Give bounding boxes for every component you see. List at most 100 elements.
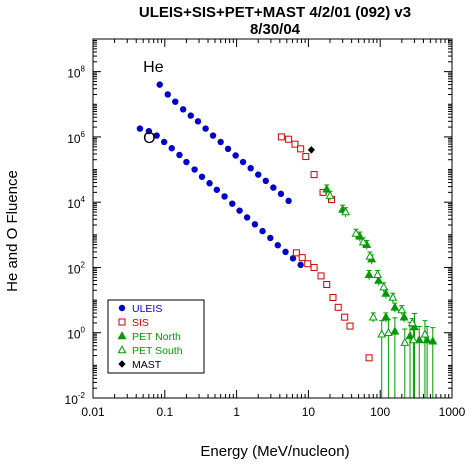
pet-north-point xyxy=(390,302,400,311)
pet-south-point xyxy=(388,292,398,301)
sis-point xyxy=(323,281,331,289)
x-tick-label: 10 xyxy=(302,405,316,419)
uleis-point xyxy=(267,234,274,242)
sis-point xyxy=(334,303,342,311)
uleis-point xyxy=(213,186,221,193)
legend-entry-pet-north: PET North xyxy=(132,331,181,343)
sis-point xyxy=(310,171,318,179)
uleis-point xyxy=(217,138,224,146)
axis-ticks-layer: 0.01 0.1 1 10 100 1000 10-2 100 102 104 106 108 xyxy=(65,39,466,419)
uleis-point xyxy=(297,261,304,269)
pet-south-point xyxy=(397,305,407,314)
legend-marker-uleis xyxy=(118,304,126,312)
pet-south-point xyxy=(365,251,375,260)
pet-north-point xyxy=(381,288,391,297)
legend-entry-pet-south: PET South xyxy=(132,345,183,357)
uleis-point xyxy=(153,132,160,139)
y-tick-label: 100 xyxy=(67,326,85,342)
uleis-point xyxy=(191,166,198,173)
uleis-point xyxy=(251,221,259,228)
pet-south-point xyxy=(379,282,389,291)
legend-entry-sis: SIS xyxy=(132,317,149,329)
uleis-point xyxy=(206,180,213,187)
uleis-point xyxy=(274,242,282,249)
sis-point xyxy=(329,294,337,302)
y-axis-label: He and O Fluence xyxy=(4,170,21,292)
sis-point xyxy=(317,272,325,280)
data-points-layer xyxy=(136,81,438,398)
uleis-point xyxy=(277,190,285,198)
pet-south-point xyxy=(373,269,383,278)
uleis-point xyxy=(285,197,292,205)
x-tick-label: 0.1 xyxy=(156,405,173,419)
chart-subtitle: 8/30/04 xyxy=(250,21,301,38)
pet-north-point xyxy=(405,331,415,340)
uleis-point xyxy=(194,118,202,125)
uleis-point xyxy=(176,151,183,159)
series-label-o: O xyxy=(143,130,155,147)
uleis-point xyxy=(136,125,144,132)
pet-south-point xyxy=(420,329,430,338)
uleis-point xyxy=(247,164,254,172)
pet-north-point xyxy=(399,312,409,321)
pet-south-point xyxy=(400,337,410,346)
sis-point xyxy=(298,254,306,262)
sis-point xyxy=(346,322,354,330)
pet-south-point xyxy=(368,312,378,321)
y-tick-label: 108 xyxy=(67,65,85,81)
pet-south-point xyxy=(383,327,393,337)
pet-north-point xyxy=(322,184,332,193)
pet-north-point xyxy=(414,335,424,344)
uleis-point xyxy=(289,255,297,262)
legend-entry-uleis: ULEIS xyxy=(132,303,162,315)
uleis-point xyxy=(262,177,269,185)
sis-point xyxy=(277,133,285,141)
uleis-point xyxy=(282,248,289,256)
pet-south-point xyxy=(351,228,361,237)
sis-point xyxy=(365,354,373,362)
pet-south-point xyxy=(408,335,418,344)
uleis-point xyxy=(164,91,171,98)
y-tick-label: 106 xyxy=(67,130,85,146)
pet-north-point xyxy=(374,275,384,284)
x-tick-label: 0.01 xyxy=(81,405,105,419)
pet-north-point xyxy=(428,336,438,345)
legend-marker-pet-south xyxy=(117,345,127,354)
sis-point xyxy=(310,263,318,271)
pet-south-point xyxy=(358,237,368,246)
uleis-point xyxy=(236,207,243,214)
plot-frame xyxy=(92,38,453,399)
uleis-point xyxy=(224,145,232,153)
uleis-point xyxy=(243,214,251,221)
x-tick-label: 1 xyxy=(233,405,240,419)
pet-south-point xyxy=(407,318,417,327)
legend: ULEIS SIS PET North PET South MAST xyxy=(107,299,205,374)
uleis-point xyxy=(198,173,206,180)
pet-south-point xyxy=(377,329,387,338)
uleis-point xyxy=(168,145,175,152)
pet-north-point xyxy=(364,269,374,278)
uleis-point xyxy=(179,106,187,113)
uleis-point xyxy=(202,125,209,132)
legend-marker-pet-north xyxy=(117,331,127,340)
pet-north-point xyxy=(390,326,400,335)
uleis-point xyxy=(160,138,168,146)
uleis-point xyxy=(221,193,228,200)
pet-south-point xyxy=(341,207,351,216)
uleis-point xyxy=(172,98,179,105)
uleis-point xyxy=(239,158,247,166)
uleis-point xyxy=(259,227,266,235)
uleis-point xyxy=(270,184,277,191)
uleis-point xyxy=(145,127,153,135)
legend-entry-mast: MAST xyxy=(132,359,162,371)
uleis-point xyxy=(156,81,163,88)
pet-south-point xyxy=(325,190,335,199)
uleis-point xyxy=(209,132,217,139)
sis-point xyxy=(292,249,300,257)
sis-point xyxy=(285,135,293,143)
legend-marker-sis xyxy=(118,318,126,326)
y-tick-label: 102 xyxy=(67,260,85,276)
sis-point xyxy=(304,260,312,268)
y-tick-label: 10-2 xyxy=(65,391,86,407)
